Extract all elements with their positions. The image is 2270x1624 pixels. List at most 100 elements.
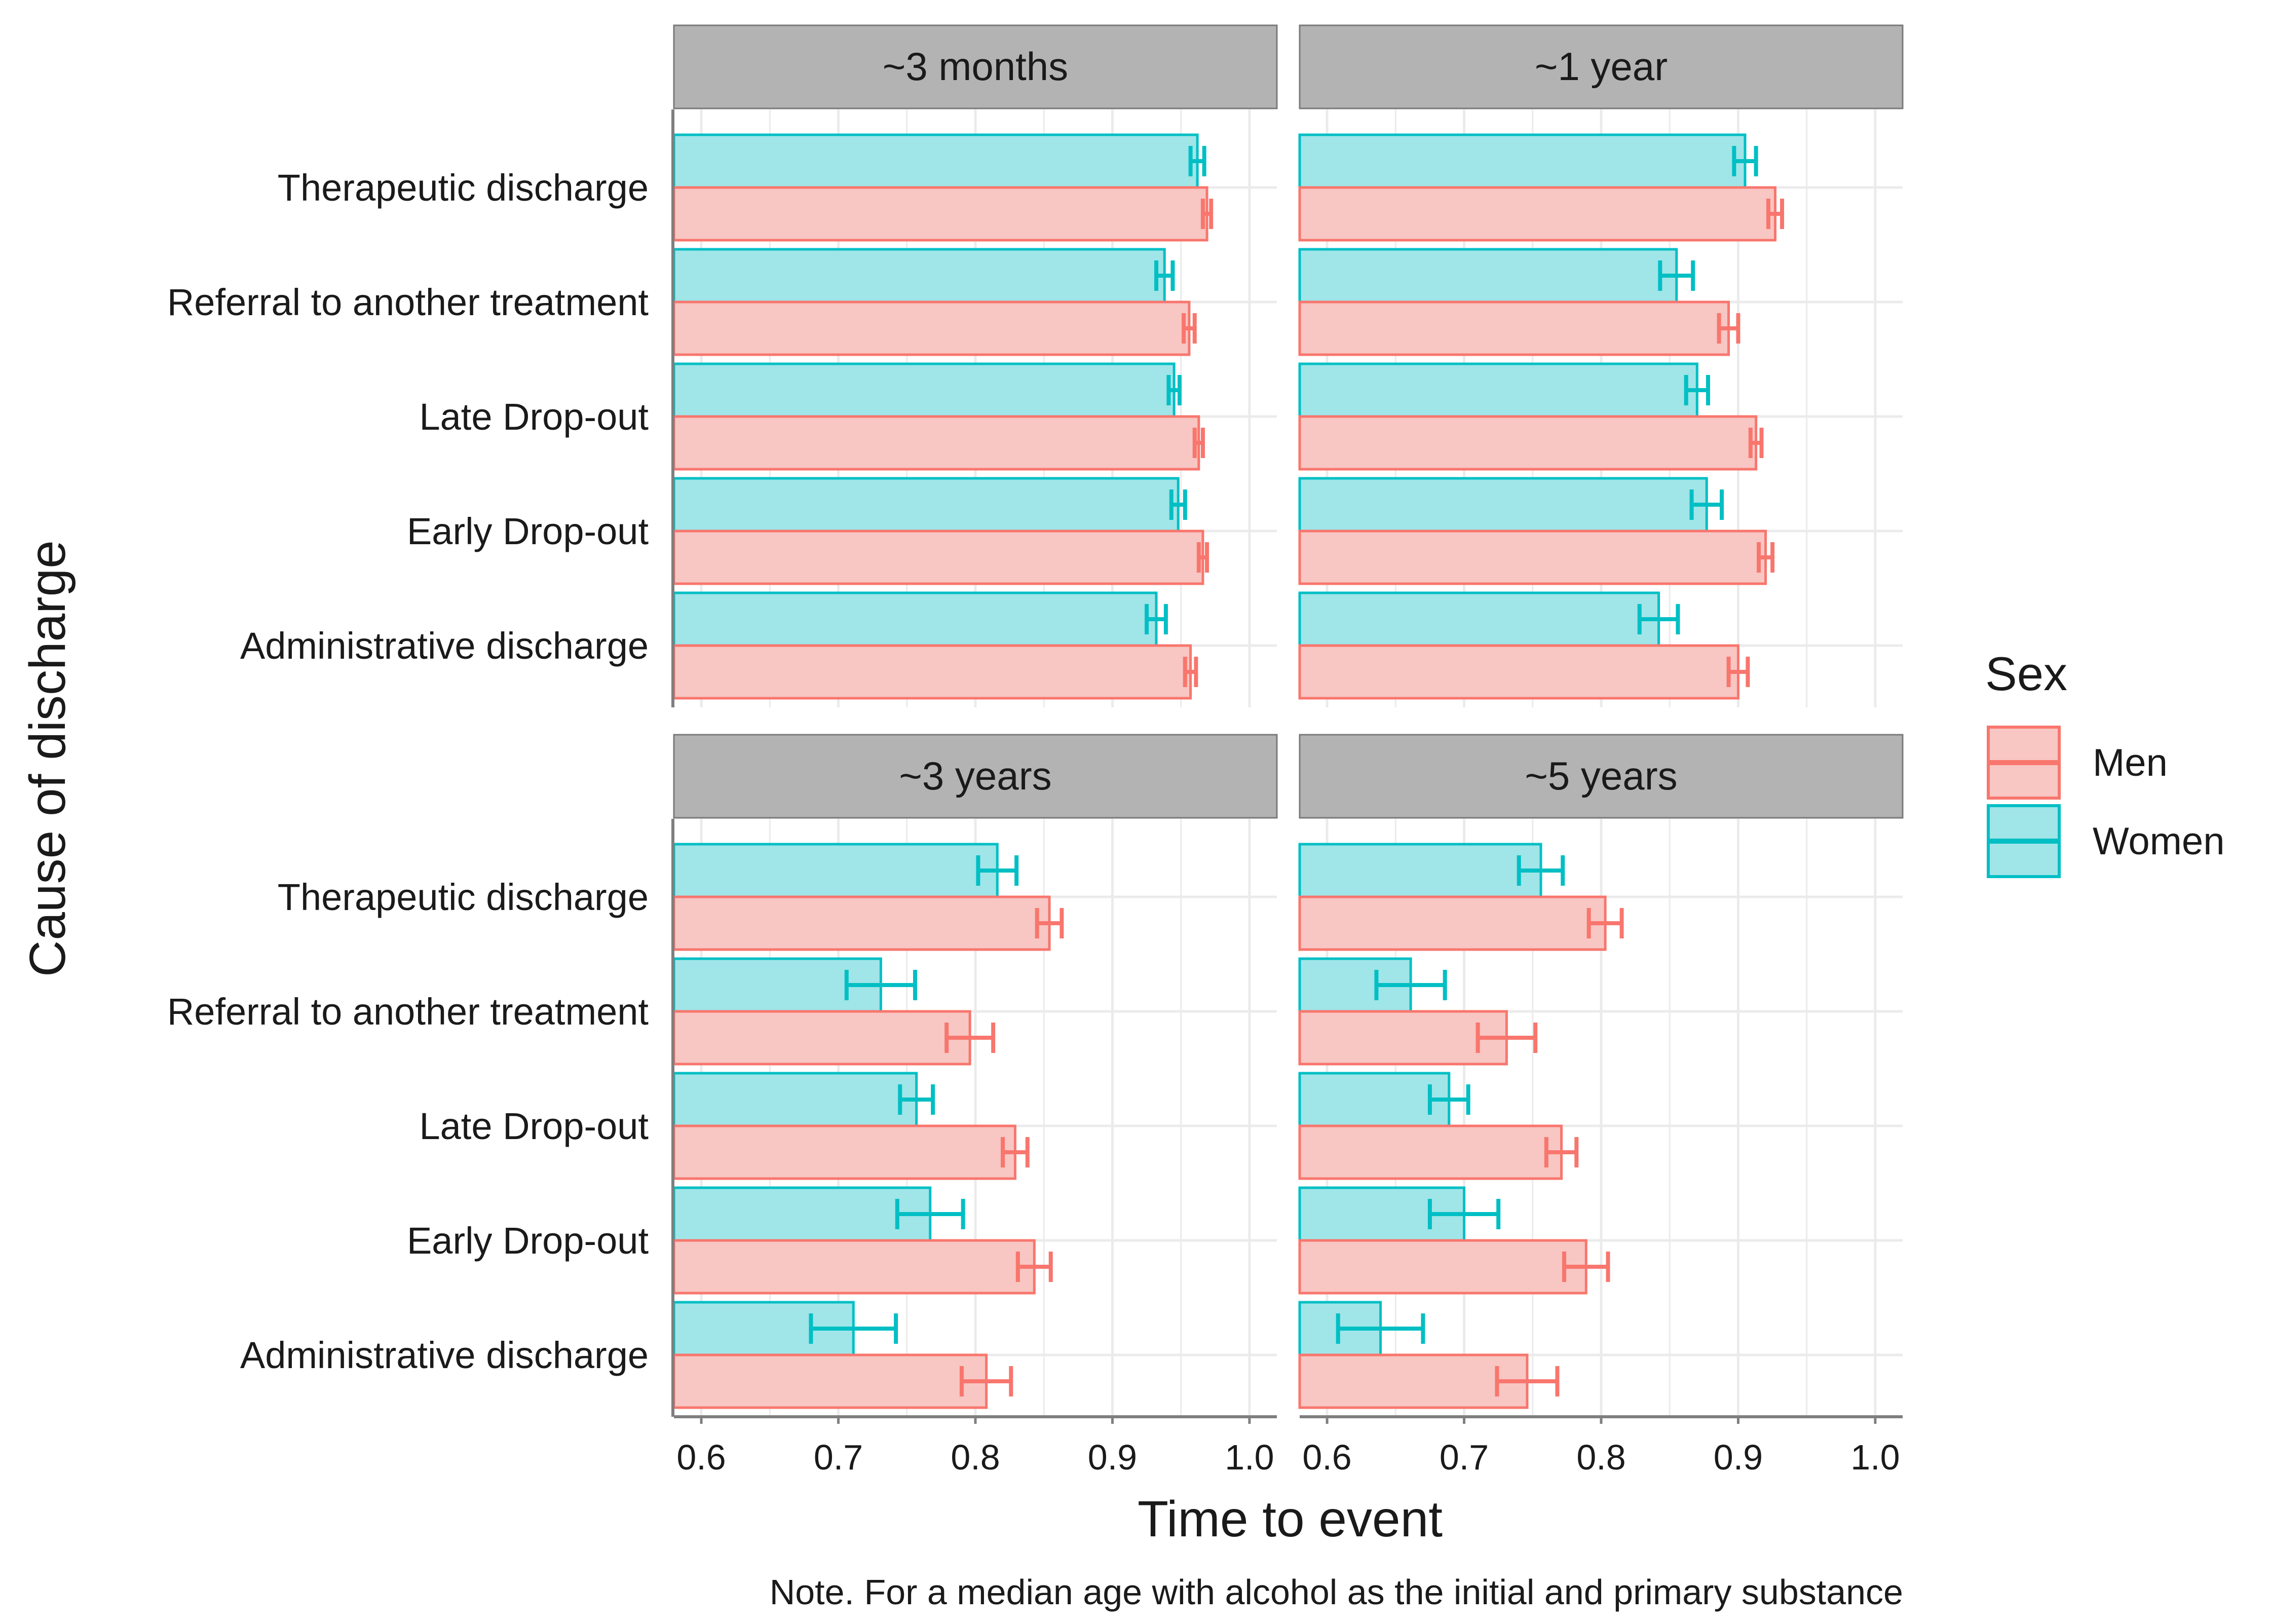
- errorbar-women-therapeutic-discharge: [1188, 146, 1206, 176]
- errorbar-men-late-drop-out: [1544, 1137, 1579, 1167]
- note-text: Note. For a median age with alcohol as t…: [770, 1572, 1903, 1612]
- errorbar-men-administrative-discharge: [1183, 657, 1198, 687]
- legend-item-women: Women: [1987, 804, 2224, 878]
- errorbar-women-therapeutic-discharge: [1732, 146, 1758, 176]
- bar-women-late-drop-out: [1298, 1072, 1451, 1127]
- panel-title: ~5 years: [1525, 753, 1677, 798]
- panel-3-years: ~3 years Therapeutic discharge Referral to…: [167, 734, 1278, 1477]
- errorbar-women-referral-to-another-treatment: [1154, 260, 1175, 291]
- bar-men-late-drop-out: [1298, 1124, 1563, 1180]
- bars: [672, 133, 1214, 700]
- errorbar-men-referral-to-another-treatment: [944, 1023, 996, 1053]
- bar-women-administrative-discharge: [1298, 591, 1660, 647]
- bar-men-early-drop-out: [1298, 530, 1767, 585]
- errorbar-men-therapeutic-discharge: [1766, 199, 1784, 229]
- bar-men-referral-to-another-treatment: [1298, 1010, 1508, 1066]
- bar-women-therapeutic-discharge: [672, 843, 999, 898]
- bar-women-referral-to-another-treatment: [672, 248, 1166, 304]
- x-tick-label: 0.7: [1440, 1438, 1489, 1477]
- errorbar-men-administrative-discharge: [1495, 1366, 1560, 1396]
- bar-women-administrative-discharge: [672, 591, 1158, 647]
- errorbar-women-late-drop-out: [1684, 375, 1710, 405]
- bar-men-therapeutic-discharge: [672, 186, 1208, 242]
- bar-women-therapeutic-discharge: [1298, 133, 1747, 189]
- bar-women-late-drop-out: [672, 1072, 918, 1127]
- errorbar-women-late-drop-out: [1166, 375, 1182, 405]
- errorbar-men-referral-to-another-treatment: [1717, 313, 1741, 344]
- legend-item-men: Men: [1987, 726, 2168, 800]
- errorbar-women-administrative-discharge: [809, 1313, 898, 1344]
- errorbar-women-referral-to-another-treatment: [1374, 970, 1447, 1000]
- errorbar-men-late-drop-out: [1192, 428, 1205, 458]
- errorbar-men-administrative-discharge: [959, 1366, 1013, 1396]
- bar-men-late-drop-out: [1298, 415, 1758, 471]
- errorbar-men-administrative-discharge: [1726, 657, 1750, 687]
- errorbar-men-referral-to-another-treatment: [1182, 313, 1197, 344]
- bar-women-therapeutic-discharge: [1298, 843, 1542, 898]
- category-label: Referral to another treatment: [167, 281, 649, 323]
- bar-men-referral-to-another-treatment: [1298, 300, 1730, 356]
- panel-5-years: ~5 years 0.6 0.7 0.8 0.9 1.0: [1298, 734, 1904, 1477]
- panel-title: ~3 years: [899, 753, 1051, 798]
- bars: [1298, 843, 1624, 1409]
- errorbar-women-administrative-discharge: [1145, 604, 1168, 634]
- errorbar-women-late-drop-out: [898, 1084, 935, 1115]
- bar-men-late-drop-out: [672, 1124, 1016, 1180]
- errorbar-men-therapeutic-discharge: [1586, 908, 1624, 938]
- errorbar-men-early-drop-out: [1562, 1252, 1610, 1282]
- bar-men-referral-to-another-treatment: [672, 1010, 971, 1066]
- panel-title: ~3 months: [883, 44, 1068, 89]
- category-label: Administrative discharge: [240, 625, 649, 667]
- legend-label-women: Women: [2093, 820, 2224, 863]
- errorbar-men-referral-to-another-treatment: [1476, 1023, 1538, 1053]
- x-tick-label: 0.6: [676, 1438, 726, 1477]
- panel-strip: [673, 734, 1278, 819]
- x-tick-label: 0.7: [814, 1438, 863, 1477]
- bar-men-administrative-discharge: [1298, 644, 1739, 700]
- errorbar-women-early-drop-out: [1689, 489, 1724, 520]
- category-label: Early Drop-out: [407, 510, 649, 552]
- category-label: Late Drop-out: [420, 396, 649, 438]
- panel-strip: [1299, 24, 1904, 109]
- errorbar-men-early-drop-out: [1757, 542, 1775, 573]
- errorbar-women-administrative-discharge: [1637, 604, 1680, 634]
- errorbar-men-therapeutic-discharge: [1200, 199, 1214, 229]
- bar-women-early-drop-out: [672, 1186, 932, 1242]
- bar-men-early-drop-out: [672, 1239, 1036, 1295]
- bar-women-early-drop-out: [1298, 477, 1708, 533]
- x-tick-label: 0.8: [1576, 1438, 1625, 1477]
- bar-women-late-drop-out: [672, 362, 1176, 418]
- x-tick-label: 0.9: [1714, 1438, 1763, 1477]
- bar-men-therapeutic-discharge: [1298, 186, 1776, 242]
- bar-women-late-drop-out: [1298, 362, 1698, 418]
- bar-men-therapeutic-discharge: [1298, 895, 1607, 951]
- errorbar-women-early-drop-out: [1427, 1199, 1501, 1229]
- errorbar-women-referral-to-another-treatment: [1658, 260, 1695, 291]
- y-axis-title: Cause of discharge: [19, 540, 76, 977]
- errorbar-women-late-drop-out: [1427, 1084, 1470, 1115]
- errorbar-men-late-drop-out: [1748, 428, 1764, 458]
- x-tick-label: 0.8: [951, 1438, 1000, 1477]
- bar-men-early-drop-out: [672, 530, 1204, 585]
- bar-men-administrative-discharge: [672, 644, 1192, 700]
- category-label: Therapeutic discharge: [278, 876, 649, 918]
- panel-strip: [1299, 734, 1904, 819]
- legend-label-men: Men: [2093, 741, 2168, 784]
- panel-1-year: ~1 year: [1298, 24, 1904, 707]
- bars: [672, 843, 1064, 1409]
- panel-title: ~1 year: [1535, 44, 1668, 89]
- x-tick-label: 0.6: [1302, 1438, 1351, 1477]
- x-tick-label: 1.0: [1225, 1438, 1274, 1477]
- x-axis-title: Time to event: [1138, 1491, 1443, 1547]
- panels-layer: ~3 months Therapeutic discharge Referral t…: [167, 24, 1904, 1477]
- errorbar-women-therapeutic-discharge: [1517, 855, 1565, 886]
- bar-women-early-drop-out: [672, 477, 1180, 533]
- panel-strip: [673, 24, 1278, 109]
- bar-men-administrative-discharge: [1298, 1353, 1529, 1409]
- category-label: Administrative discharge: [240, 1334, 649, 1376]
- category-label: Late Drop-out: [420, 1105, 649, 1147]
- errorbar-men-therapeutic-discharge: [1035, 908, 1064, 938]
- errorbar-women-therapeutic-discharge: [976, 855, 1019, 886]
- errorbar-men-late-drop-out: [1001, 1137, 1030, 1167]
